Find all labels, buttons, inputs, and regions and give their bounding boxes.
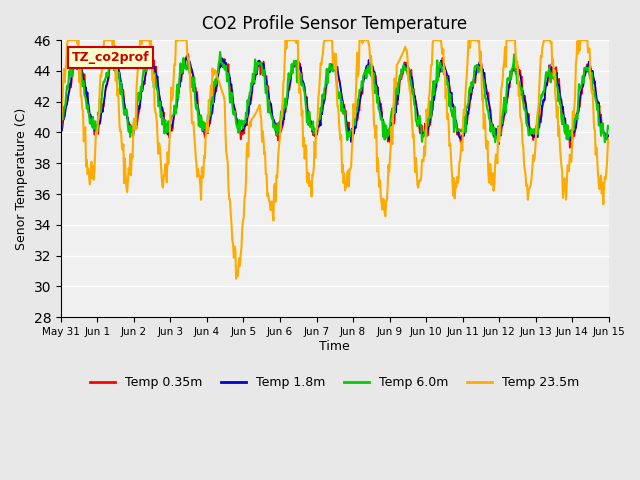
Temp 0.35m <box>179 71 187 77</box>
Temp 23.5m <box>403 48 411 54</box>
Temp 0.35m <box>216 50 224 56</box>
Temp 0.35m <box>208 110 216 116</box>
Temp 1.8m <box>605 132 612 138</box>
Line: Temp 6.0m: Temp 6.0m <box>61 52 609 142</box>
Temp 6.0m <box>216 49 224 55</box>
Temp 1.8m <box>209 105 216 111</box>
Title: CO2 Profile Sensor Temperature: CO2 Profile Sensor Temperature <box>202 15 467 33</box>
Line: Temp 23.5m: Temp 23.5m <box>61 40 609 279</box>
Temp 0.35m <box>57 123 65 129</box>
Temp 6.0m <box>418 139 426 144</box>
Temp 23.5m <box>68 37 76 43</box>
Temp 23.5m <box>605 135 612 141</box>
Text: TZ_co2prof: TZ_co2prof <box>72 51 150 64</box>
Temp 0.35m <box>605 135 612 141</box>
Temp 0.35m <box>67 84 75 90</box>
X-axis label: Time: Time <box>319 340 350 353</box>
Temp 23.5m <box>419 157 427 163</box>
Line: Temp 0.35m: Temp 0.35m <box>61 53 609 148</box>
Temp 1.8m <box>57 124 65 130</box>
Temp 6.0m <box>402 66 410 72</box>
Y-axis label: Senor Temperature (C): Senor Temperature (C) <box>15 108 28 250</box>
Temp 6.0m <box>57 115 65 120</box>
Temp 23.5m <box>124 178 132 183</box>
Temp 0.35m <box>402 60 410 65</box>
Temp 6.0m <box>124 111 131 117</box>
Temp 0.35m <box>566 145 573 151</box>
Temp 1.8m <box>348 139 355 145</box>
Temp 1.8m <box>67 82 75 88</box>
Temp 6.0m <box>605 124 612 130</box>
Temp 23.5m <box>64 37 72 43</box>
Temp 1.8m <box>124 116 131 121</box>
Temp 0.35m <box>418 123 426 129</box>
Temp 23.5m <box>232 276 240 282</box>
Line: Temp 1.8m: Temp 1.8m <box>61 56 609 142</box>
Temp 0.35m <box>124 113 131 119</box>
Temp 6.0m <box>601 139 609 145</box>
Temp 6.0m <box>208 88 216 94</box>
Temp 6.0m <box>67 56 75 62</box>
Legend: Temp 0.35m, Temp 1.8m, Temp 6.0m, Temp 23.5m: Temp 0.35m, Temp 1.8m, Temp 6.0m, Temp 2… <box>85 371 584 394</box>
Temp 23.5m <box>209 65 216 71</box>
Temp 6.0m <box>179 65 187 71</box>
Temp 1.8m <box>403 64 411 70</box>
Temp 1.8m <box>183 53 191 59</box>
Temp 1.8m <box>179 60 187 66</box>
Temp 1.8m <box>419 130 427 136</box>
Temp 23.5m <box>180 37 188 43</box>
Temp 23.5m <box>57 134 65 140</box>
